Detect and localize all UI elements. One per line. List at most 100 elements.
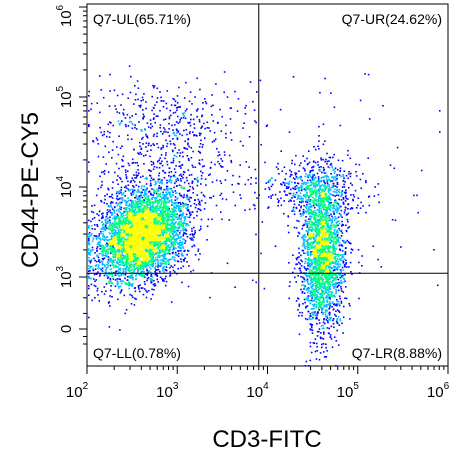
event-dot: [111, 225, 114, 227]
event-dot: [101, 227, 104, 230]
event-dot: [91, 249, 94, 251]
event-dot: [182, 227, 184, 230]
event-dot: [183, 129, 185, 132]
event-dot: [163, 265, 165, 268]
event-dot: [323, 204, 326, 206]
event-dot: [90, 224, 93, 227]
event-dot: [152, 84, 154, 87]
event-dot: [284, 182, 286, 185]
event-dot: [333, 218, 336, 221]
event-dot: [158, 178, 161, 181]
event-dot: [186, 236, 189, 238]
event-dot: [118, 231, 121, 234]
event-dot: [173, 246, 176, 249]
event-dot: [168, 135, 171, 137]
event-dot: [339, 263, 341, 265]
event-dot: [332, 280, 334, 282]
event-dot: [103, 286, 106, 288]
event-dot: [189, 91, 192, 93]
event-dot: [330, 294, 333, 296]
event-dot: [182, 173, 185, 176]
event-dot: [165, 280, 168, 283]
event-dot: [288, 200, 290, 203]
event-dot: [337, 344, 340, 346]
event-dot: [113, 231, 116, 234]
event-dot: [210, 197, 213, 199]
event-dot: [339, 265, 341, 268]
event-dot: [326, 174, 328, 177]
event-dot: [191, 180, 194, 183]
event-dot: [151, 210, 154, 213]
event-dot: [127, 134, 129, 137]
event-dot: [330, 230, 332, 233]
event-dot: [334, 285, 337, 288]
event-dot: [141, 270, 144, 272]
event-dot: [309, 217, 312, 220]
event-dot: [106, 217, 109, 220]
event-dot: [166, 210, 169, 213]
event-dot: [137, 206, 140, 208]
event-dot: [178, 246, 180, 248]
event-dot: [308, 229, 311, 232]
event-dot: [113, 261, 115, 263]
event-dot: [166, 229, 169, 231]
event-dot: [88, 285, 90, 287]
event-dot: [135, 113, 137, 115]
event-dot: [157, 115, 159, 117]
event-dot: [189, 185, 191, 188]
event-dot: [157, 266, 159, 268]
event-dot: [312, 314, 315, 316]
event-dot: [110, 122, 112, 124]
event-dot: [165, 220, 168, 223]
event-dot: [170, 182, 173, 184]
event-dot: [96, 236, 99, 239]
event-dot: [162, 280, 164, 282]
event-dot: [333, 294, 335, 297]
event-dot: [169, 258, 171, 261]
event-dot: [111, 197, 114, 199]
event-dot: [110, 235, 113, 238]
event-dot: [158, 193, 161, 196]
event-dot: [311, 317, 314, 320]
event-dot: [318, 288, 320, 291]
event-dot: [333, 326, 335, 329]
event-dot: [301, 284, 303, 287]
event-dot: [179, 233, 181, 235]
event-dot: [332, 301, 334, 303]
event-dot: [143, 163, 145, 165]
event-dot: [109, 277, 112, 280]
event-dot: [319, 195, 321, 197]
event-dot: [169, 109, 172, 112]
event-dot: [298, 247, 300, 250]
event-dot: [194, 254, 197, 256]
event-dot: [162, 204, 165, 207]
event-dot: [182, 214, 184, 216]
event-dot: [325, 207, 328, 210]
event-dot: [307, 254, 309, 256]
event-dot: [168, 229, 171, 231]
event-dot: [328, 160, 330, 162]
event-dot: [155, 192, 158, 195]
event-dot: [187, 190, 190, 192]
event-dot: [165, 152, 167, 154]
event-dot: [326, 301, 329, 304]
event-dot: [98, 253, 101, 255]
event-dot: [175, 210, 177, 213]
event-dot: [326, 163, 328, 165]
event-dot: [330, 262, 333, 264]
event-dot: [301, 236, 304, 238]
event-dot: [330, 338, 333, 340]
event-dot: [318, 197, 320, 199]
event-dot: [88, 273, 90, 275]
event-dot: [109, 250, 112, 253]
event-dot: [313, 228, 316, 231]
event-dot: [95, 137, 98, 139]
event-dot: [322, 321, 325, 324]
event-dot: [177, 227, 180, 230]
event-dot: [337, 300, 340, 303]
event-dot: [111, 273, 114, 275]
event-dot: [289, 281, 291, 283]
event-dot: [298, 188, 300, 191]
event-dot: [338, 311, 341, 313]
event-dot: [305, 193, 307, 196]
